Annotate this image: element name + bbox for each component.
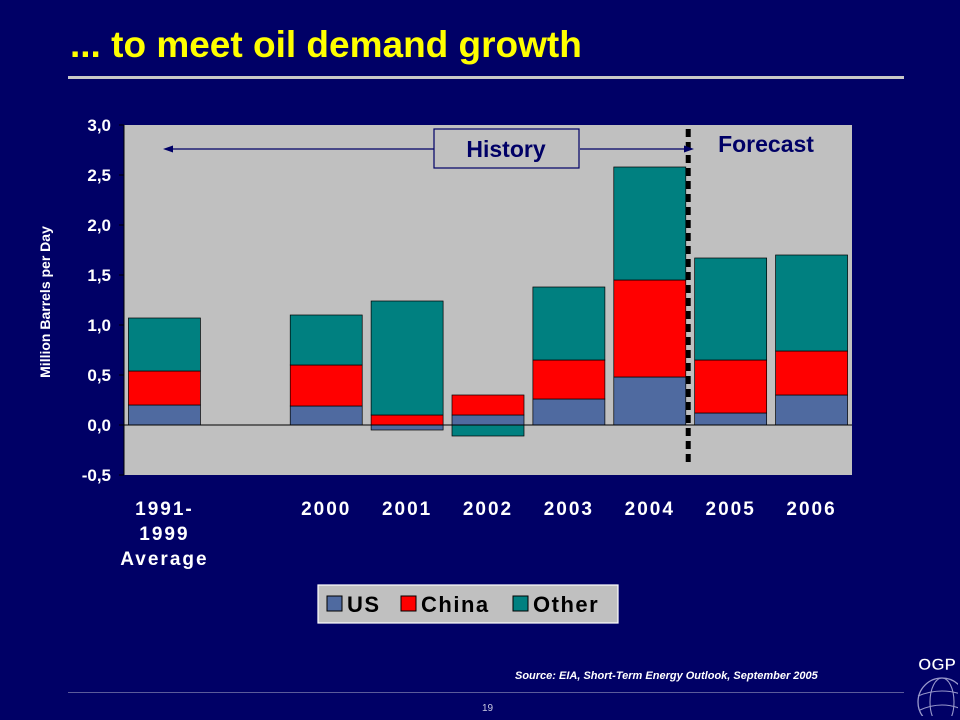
slide-title: ... to meet oil demand growth (70, 24, 582, 65)
bar-segment (775, 254, 848, 352)
forecast-label: Forecast (718, 131, 814, 157)
legend-label: US (347, 592, 381, 617)
bar-segment (289, 314, 363, 366)
bar-segment (370, 424, 444, 431)
source-note: Source: EIA, Short-Term Energy Outlook, … (515, 670, 818, 682)
title-divider (68, 76, 904, 79)
arrowhead-right-icon (684, 145, 694, 153)
history-label: History (466, 136, 545, 162)
x-tick-label: 2000 (301, 499, 351, 520)
y-tick-label: 2,5 (87, 166, 111, 185)
legend-label: China (421, 592, 490, 617)
bar-segment (532, 398, 606, 426)
y-tick-label: 1,0 (87, 316, 111, 335)
globe-icon (917, 677, 958, 716)
bar-segment (532, 286, 606, 361)
bar-segment (370, 414, 444, 426)
bar-segment (128, 370, 201, 406)
bar-segment (532, 359, 606, 400)
bar-segment (775, 394, 848, 426)
y-tick-label: 2,0 (87, 216, 111, 235)
bar-segment (128, 404, 201, 426)
x-tick-label: 2006 (786, 499, 836, 520)
bar-segment (613, 279, 687, 378)
bar-segment (694, 359, 768, 414)
y-tick-label: 3,0 (87, 116, 111, 135)
x-tick-label: 2004 (625, 499, 675, 520)
legend-box (317, 584, 619, 624)
ogp-logo: OGP (916, 650, 958, 716)
bar-segment (370, 300, 444, 416)
x-tick-label: 2003 (544, 499, 594, 520)
arrowhead-left-icon (163, 145, 173, 153)
history-box (433, 128, 580, 169)
bar-segment (289, 364, 363, 407)
y-tick-label: 1,5 (87, 266, 111, 285)
bar-segment (613, 376, 687, 426)
x-tick-label: 2005 (706, 499, 756, 520)
x-tick-label: 1991- (135, 499, 194, 520)
x-tick-label: 2001 (382, 499, 432, 520)
footer-divider (68, 692, 904, 693)
bar-segment (128, 317, 201, 372)
bar-segment (775, 350, 848, 396)
bar-segment (289, 405, 363, 426)
logo-text: OGP (918, 655, 956, 674)
x-tick-label: 1999 (139, 524, 189, 545)
bar-segment (694, 412, 768, 426)
y-tick-label: -0,5 (82, 466, 111, 485)
y-tick-label: 0,0 (87, 416, 111, 435)
bar-segment (451, 414, 525, 426)
bar-segment (613, 166, 687, 281)
page-number: 19 (482, 703, 494, 714)
legend-swatch (400, 595, 417, 612)
y-axis-title: Million Barrels per Day (37, 226, 53, 378)
legend-label: Other (533, 592, 599, 617)
bar-segment (451, 394, 525, 416)
bar-segment (694, 257, 768, 361)
y-tick-label: 0,5 (87, 366, 111, 385)
bar-segment (451, 424, 525, 437)
legend-swatch (326, 595, 343, 612)
x-tick-label: 2002 (463, 499, 513, 520)
x-tick-label: Average (120, 549, 208, 570)
legend-swatch (512, 595, 529, 612)
